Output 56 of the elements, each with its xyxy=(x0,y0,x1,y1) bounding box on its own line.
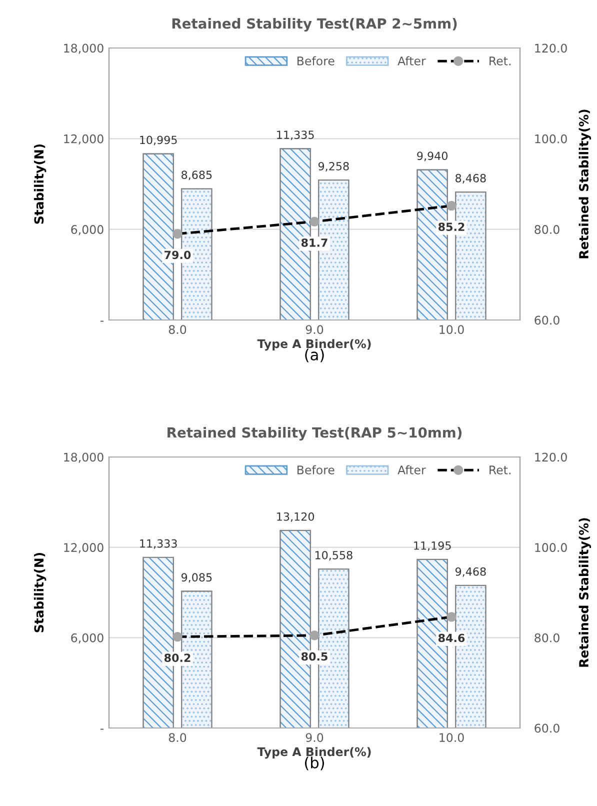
legend-label: After xyxy=(398,465,426,474)
y2-tick-label: 100.0 xyxy=(535,134,567,144)
y-tick-label: 12,000 xyxy=(64,134,104,145)
data-label: 9,468 xyxy=(455,567,486,577)
y2-tick-label: 60.0 xyxy=(534,316,560,325)
chart-title: Retained Stability Test(RAP 2~5mm) xyxy=(172,18,457,32)
legend-label: Before xyxy=(298,56,334,66)
y-tick-label: 18,000 xyxy=(64,452,104,463)
data-label: 9,258 xyxy=(318,162,349,172)
y-tick-label: 18,000 xyxy=(64,44,104,54)
legend-label: Ret. xyxy=(490,56,510,66)
data-label: 81.7 xyxy=(301,238,328,247)
chart-title: Retained Stability Test(RAP 5~10mm) xyxy=(168,427,462,441)
legend-label: Before xyxy=(298,465,334,474)
y-tick-label: 12,000 xyxy=(64,543,104,554)
data-label: 11,333 xyxy=(140,539,177,549)
y-tick-label: - xyxy=(100,320,104,322)
y2-axis-title: Retained Stability(%) xyxy=(578,518,591,667)
x-tick-label: 9.0 xyxy=(306,325,324,334)
data-label: 13,120 xyxy=(277,512,314,522)
y-tick-label: 6,000 xyxy=(71,225,104,236)
x-tick-label: 9.0 xyxy=(306,733,324,742)
text: (b) xyxy=(305,756,324,770)
legend-label: After xyxy=(398,56,426,66)
y-axis-title: Stability(N) xyxy=(34,552,46,632)
data-label: 84.6 xyxy=(438,634,465,642)
y2-axis-title: Retained Stability(%) xyxy=(578,110,591,258)
y2-tick-label: 120.0 xyxy=(535,44,567,53)
data-label: 80.5 xyxy=(301,652,328,661)
y-tick-label: 6,000 xyxy=(71,633,104,644)
x-tick-label: 8.0 xyxy=(168,325,186,334)
y2-tick-label: 60.0 xyxy=(534,724,560,733)
x-tick-label: 10.0 xyxy=(440,325,464,334)
y2-tick-label: 80.0 xyxy=(534,225,560,234)
y-tick-label: - xyxy=(100,728,104,730)
y2-tick-label: 80.0 xyxy=(534,633,560,642)
data-label: 85.2 xyxy=(438,222,464,232)
x-axis-title: Type A Binder(%) xyxy=(257,339,371,351)
data-label: 9,940 xyxy=(417,152,448,162)
y2-tick-label: 120.0 xyxy=(535,452,567,462)
data-label: 9,085 xyxy=(181,573,212,583)
data-label: 11,335 xyxy=(277,130,314,140)
data-label: 11,195 xyxy=(414,541,451,551)
x-tick-label: 10.0 xyxy=(440,733,464,742)
data-label: 8,468 xyxy=(456,174,486,184)
data-label: 10,995 xyxy=(140,136,177,146)
y2-tick-label: 100.0 xyxy=(535,543,567,552)
data-label: 8,685 xyxy=(182,170,212,180)
x-axis-title: Type A Binder(%) xyxy=(257,747,371,759)
legend-label: Ret. xyxy=(490,466,510,474)
data-label: 10,558 xyxy=(315,550,352,560)
x-tick-label: 8.0 xyxy=(168,733,186,742)
data-label: 80.2 xyxy=(164,654,190,662)
text: (a) xyxy=(305,348,324,362)
y-axis-title: Stability(N) xyxy=(34,144,46,224)
data-label: 79.0 xyxy=(164,250,191,260)
